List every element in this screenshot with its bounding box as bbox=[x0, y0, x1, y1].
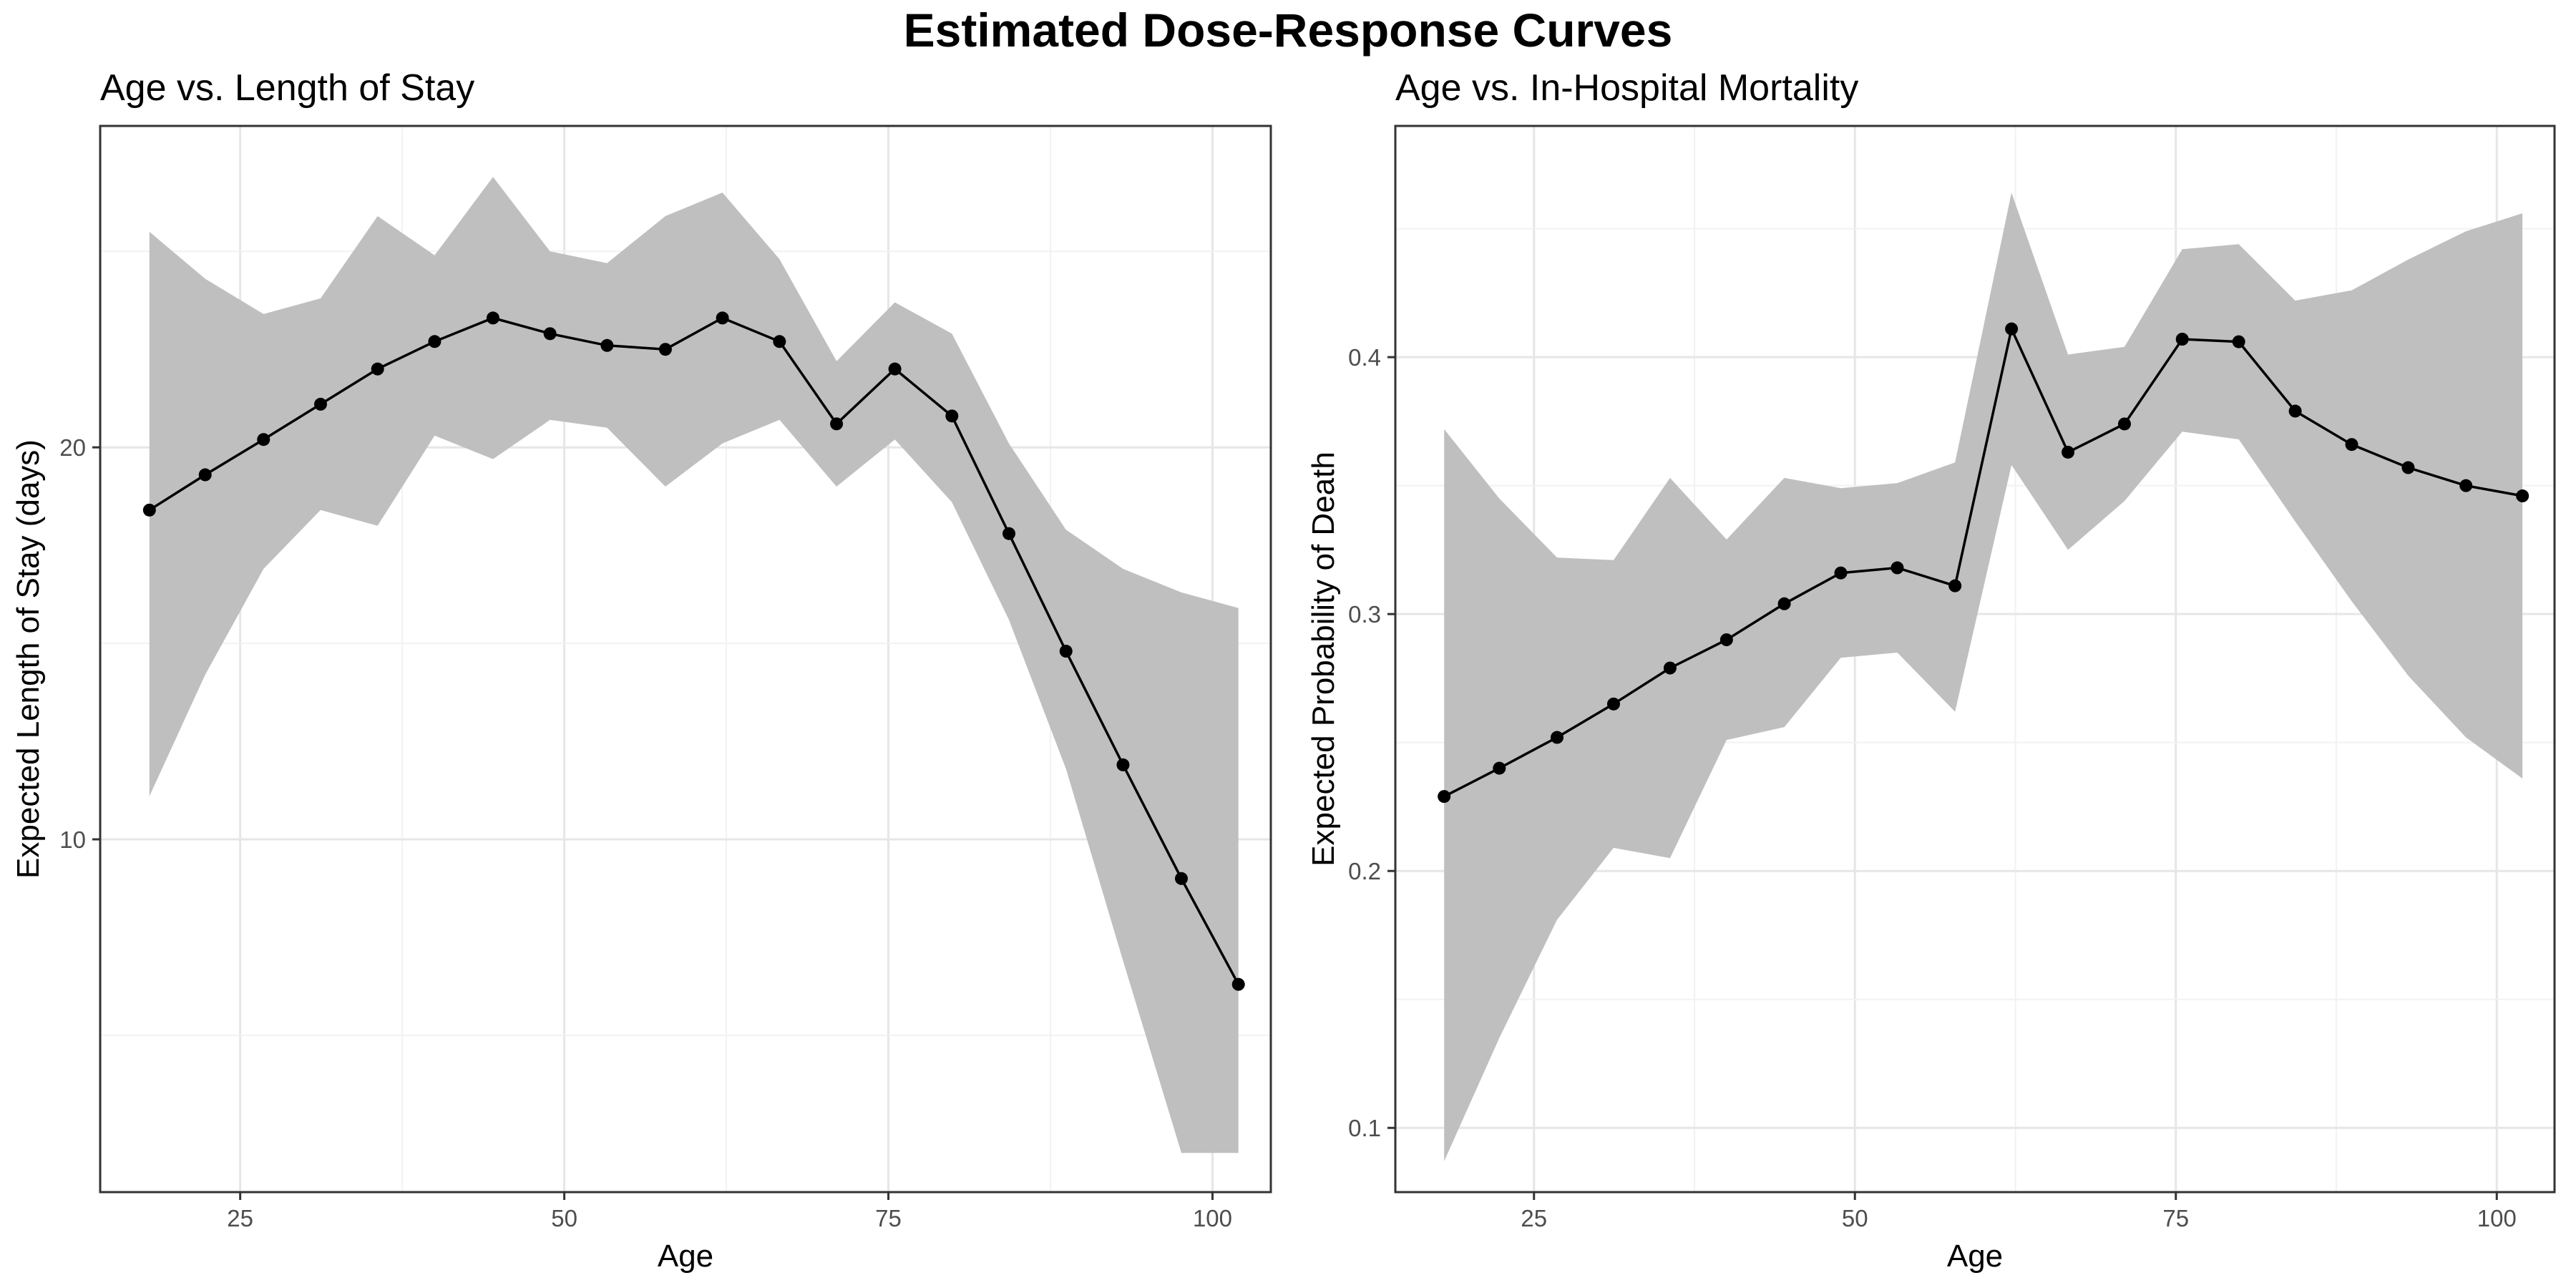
data-point bbox=[2062, 445, 2075, 459]
chart-panel-1: 25 50 75 100 10 20 Age vs. Length of Stay Age Ex… bbox=[11, 67, 1272, 1274]
x-tick-label: 50 bbox=[551, 1205, 577, 1231]
y-axis-label: Expected Length of Stay (days) bbox=[11, 439, 46, 879]
data-point bbox=[2516, 489, 2529, 503]
x-axis-label: Age bbox=[658, 1239, 713, 1274]
data-point bbox=[658, 343, 672, 356]
confidence-ribbon bbox=[149, 177, 1239, 1153]
data-point bbox=[1606, 697, 1620, 711]
chart-panel-2: 25 50 75 100 0.1 0.2 0.3 0.4 Age vs. In-Hospital… bbox=[1306, 67, 2556, 1274]
data-point bbox=[428, 335, 441, 348]
y-tick-label: 20 bbox=[59, 434, 86, 461]
data-point bbox=[313, 397, 327, 411]
data-point bbox=[142, 503, 156, 517]
data-point bbox=[830, 417, 844, 431]
figure-title: Estimated Dose-Response Curves bbox=[903, 4, 1673, 57]
data-point bbox=[198, 468, 212, 482]
panel-border bbox=[99, 125, 1272, 1194]
data-point bbox=[773, 335, 786, 348]
data-point bbox=[2459, 479, 2473, 492]
data-point bbox=[1059, 645, 1073, 658]
data-point bbox=[486, 311, 499, 325]
data-point bbox=[543, 327, 557, 341]
series-line bbox=[148, 316, 1240, 985]
x-tick-label: 75 bbox=[875, 1205, 902, 1231]
x-tick-label: 25 bbox=[227, 1205, 253, 1231]
data-point bbox=[2005, 322, 2019, 336]
data-point bbox=[1663, 661, 1677, 675]
data-point bbox=[600, 338, 614, 352]
data-point bbox=[1834, 566, 1848, 580]
data-point bbox=[1777, 597, 1791, 610]
data-point bbox=[2345, 438, 2358, 452]
data-point bbox=[888, 362, 902, 376]
data-point bbox=[1551, 731, 1564, 744]
y-tick-label: 0.4 bbox=[1348, 344, 1381, 371]
data-point bbox=[1719, 633, 1733, 647]
subplot-title: Age vs. In-Hospital Mortality bbox=[1395, 67, 1858, 109]
y-tick-label: 0.1 bbox=[1348, 1115, 1381, 1141]
x-tick-label: 75 bbox=[2162, 1205, 2189, 1231]
data-point bbox=[1493, 761, 1506, 775]
subplot-title: Age vs. Length of Stay bbox=[100, 67, 474, 109]
data-point bbox=[1116, 758, 1130, 771]
y-tick-label: 10 bbox=[59, 826, 86, 853]
data-point bbox=[1948, 579, 1962, 592]
data-point bbox=[1231, 977, 1245, 991]
y-tick-label: 0.2 bbox=[1348, 858, 1381, 884]
data-point bbox=[371, 362, 384, 376]
data-point bbox=[2175, 333, 2189, 346]
series-line bbox=[1443, 325, 2523, 798]
panel-border bbox=[1394, 125, 2556, 1194]
data-point bbox=[2118, 417, 2132, 431]
x-tick-label: 25 bbox=[1521, 1205, 1547, 1231]
confidence-ribbon bbox=[1444, 192, 2523, 1161]
data-point bbox=[1890, 561, 1904, 575]
data-point bbox=[1174, 872, 1188, 885]
x-tick-label: 50 bbox=[1842, 1205, 1868, 1231]
data-point bbox=[1002, 527, 1016, 540]
data-point bbox=[716, 311, 729, 325]
data-point bbox=[1438, 790, 1451, 804]
data-point bbox=[945, 409, 959, 423]
y-tick-label: 0.3 bbox=[1348, 601, 1381, 628]
data-point bbox=[257, 433, 270, 447]
x-tick-label: 100 bbox=[2477, 1205, 2517, 1231]
data-point bbox=[2232, 335, 2245, 348]
x-axis-label: Age bbox=[1947, 1239, 2003, 1274]
data-point bbox=[2401, 461, 2415, 474]
y-axis-label: Expected Probability of Death bbox=[1306, 452, 1341, 867]
data-point bbox=[2288, 404, 2302, 418]
x-tick-label: 100 bbox=[1193, 1205, 1232, 1231]
